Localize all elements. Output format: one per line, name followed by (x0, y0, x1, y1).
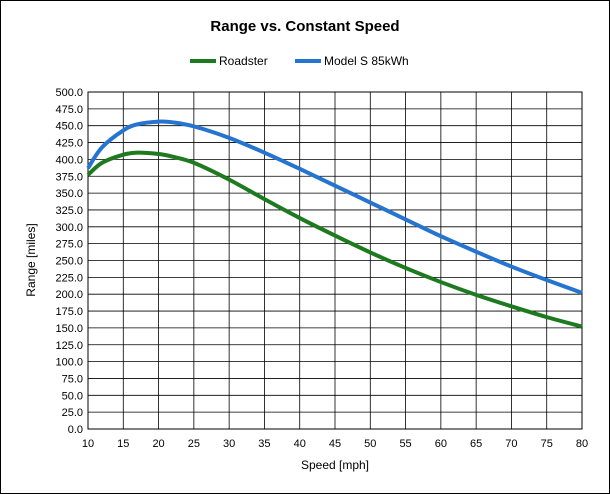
x-tick-label: 45 (329, 438, 341, 450)
y-tick-label: 25.0 (62, 407, 83, 419)
y-tick-label: 450.0 (55, 121, 83, 133)
y-axis-label: Range [miles] (24, 223, 38, 296)
y-tick-label: 50.0 (62, 390, 83, 402)
y-tick-label: 250.0 (55, 256, 83, 268)
y-tick-label: 200.0 (55, 289, 83, 301)
y-tick-label: 325.0 (55, 205, 83, 217)
y-tick-label: 175.0 (55, 306, 83, 318)
legend-label-model-s: Model S 85kWh (324, 54, 409, 68)
series-line-roadster (86, 150, 583, 329)
x-tick-label: 80 (576, 438, 588, 450)
chart-title: Range vs. Constant Speed (210, 18, 399, 35)
series-lines (86, 119, 583, 329)
y-tick-label: 125.0 (55, 340, 83, 352)
y-tick-label: 350.0 (55, 188, 83, 200)
x-axis-ticks: 10 15 20 25 30 35 40 45 50 55 60 65 70 75 80 (82, 438, 588, 450)
series-line-model-s (86, 119, 583, 295)
y-tick-label: 500.0 (55, 87, 83, 99)
x-tick-label: 20 (152, 438, 164, 450)
y-tick-label: 375.0 (55, 171, 83, 183)
y-tick-label: 100.0 (55, 357, 83, 369)
y-tick-label: 0.0 (68, 424, 83, 436)
x-tick-label: 35 (258, 438, 270, 450)
x-tick-label: 30 (223, 438, 235, 450)
grid (87, 91, 583, 430)
y-tick-label: 225.0 (55, 272, 83, 284)
x-tick-label: 60 (435, 438, 447, 450)
y-tick-label: 75.0 (62, 373, 83, 385)
legend-label-roadster: Roadster (219, 54, 268, 68)
x-tick-label: 50 (364, 438, 376, 450)
y-tick-label: 400.0 (55, 154, 83, 166)
y-tick-label: 300.0 (55, 222, 83, 234)
x-tick-label: 70 (505, 438, 517, 450)
x-tick-label: 75 (541, 438, 553, 450)
x-tick-label: 15 (117, 438, 129, 450)
x-tick-label: 65 (470, 438, 482, 450)
y-tick-label: 150.0 (55, 323, 83, 335)
plot-area-border (87, 91, 583, 430)
x-axis-label: Speed [mph] (301, 458, 369, 472)
y-tick-label: 275.0 (55, 239, 83, 251)
y-tick-label: 425.0 (55, 138, 83, 150)
x-tick-label: 55 (399, 438, 411, 450)
x-tick-label: 40 (294, 438, 306, 450)
y-axis-ticks: 0.0 25.0 50.0 75.0 100.0 125.0 150.0 175.0 200.0… (55, 87, 83, 436)
x-tick-label: 10 (82, 438, 94, 450)
x-tick-label: 25 (188, 438, 200, 450)
legend: Roadster Model S 85kWh (190, 54, 409, 68)
y-tick-label: 475.0 (55, 104, 83, 116)
